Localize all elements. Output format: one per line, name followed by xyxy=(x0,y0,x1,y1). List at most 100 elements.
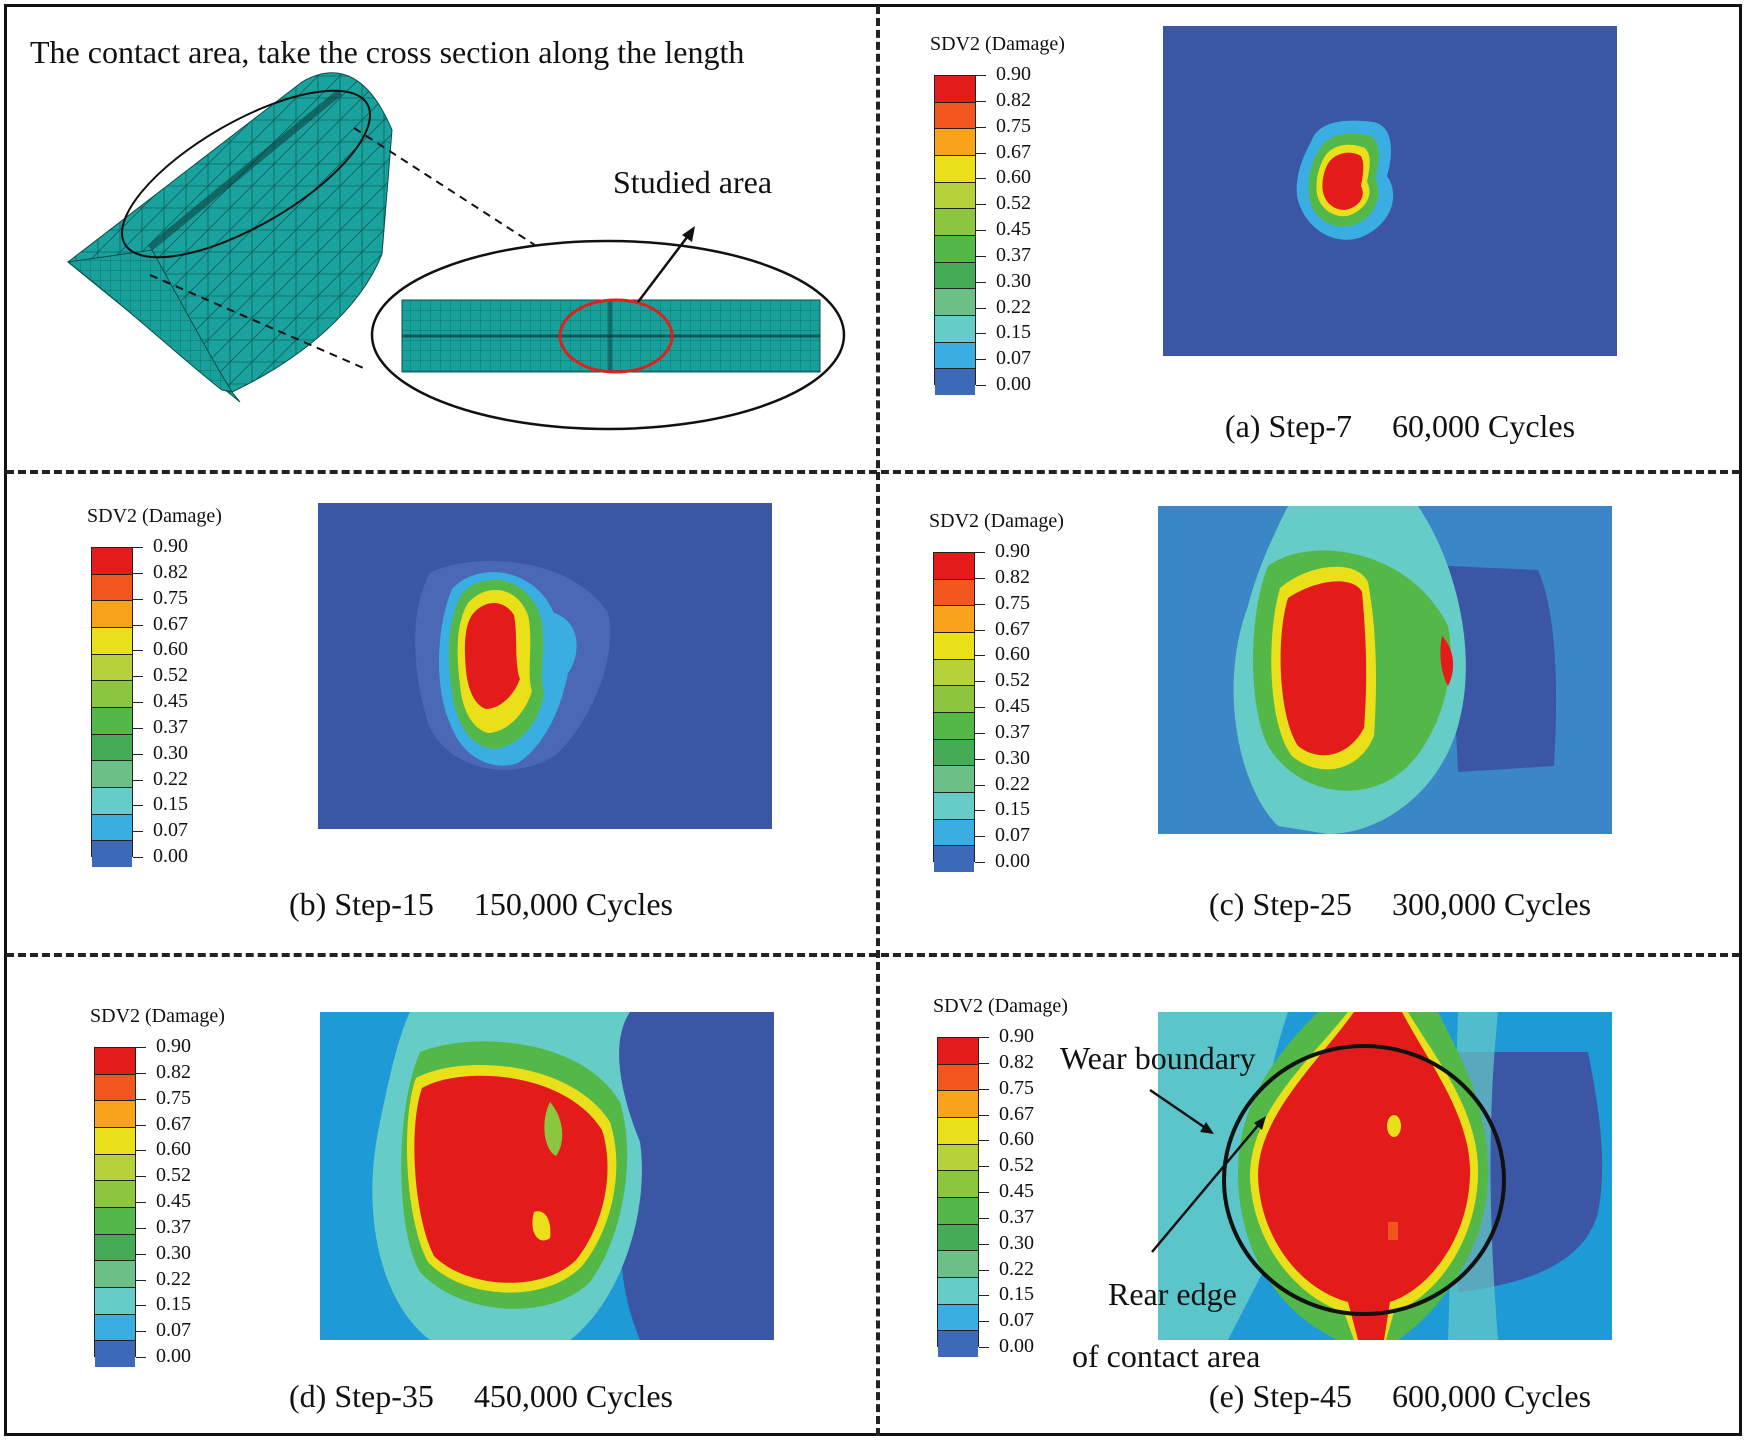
legend-tick-mark xyxy=(136,1253,146,1255)
legend-tick-label: 0.90 xyxy=(995,540,1030,562)
legend-swatch xyxy=(95,1048,135,1074)
annotation-arrows xyxy=(1149,1088,1266,1253)
legend-tick-mark xyxy=(136,1279,146,1281)
legend-swatch xyxy=(934,765,974,792)
panel-a: SDV2 (Damage) 0.90 0.82 0.75 0.67 0.60 0.52 0.… xyxy=(882,10,1738,465)
legend-tick-mark xyxy=(975,784,985,786)
legend-tick-label: 0.60 xyxy=(153,638,188,661)
model-illustration xyxy=(66,72,846,431)
legend-swatch xyxy=(95,1313,135,1341)
legend-tick-label: 0.45 xyxy=(153,690,188,712)
legend-tick-label: 0.82 xyxy=(995,565,1030,588)
legend-tick-label: 0.45 xyxy=(996,218,1031,240)
studied-area-arrow xyxy=(637,231,692,303)
legend-tick-mark xyxy=(136,1357,146,1358)
legend-tick-label: 0.90 xyxy=(156,1035,191,1057)
legend-colorbar xyxy=(934,75,976,395)
legend-tick-label: 0.60 xyxy=(995,643,1030,666)
legend-tick-mark xyxy=(976,126,986,128)
legend-swatch xyxy=(938,1116,978,1144)
legend-tick-mark xyxy=(133,805,143,807)
legend-tick-mark xyxy=(136,1047,146,1048)
row-divider-2 xyxy=(6,953,1740,957)
legend-swatch xyxy=(95,1206,135,1234)
legend-tick-mark xyxy=(133,702,143,703)
legend-tick-label: 0.07 xyxy=(995,824,1030,847)
overview-panel: The contact area, take the cross section… xyxy=(10,10,872,465)
legend-tick-label: 0.15 xyxy=(999,1283,1034,1306)
legend-swatch xyxy=(938,1143,978,1171)
contact-area-ellipse xyxy=(120,89,371,259)
legend-title: SDV2 (Damage) xyxy=(87,505,222,527)
legend-tick-mark xyxy=(976,152,986,154)
legend-tick-mark xyxy=(136,1098,146,1100)
figure-frame xyxy=(4,4,1742,1436)
legend-tick-label: 0.22 xyxy=(995,772,1030,795)
legend-colorbar xyxy=(91,547,133,867)
legend-swatch xyxy=(95,1233,135,1261)
legend-tick-mark xyxy=(975,655,985,657)
zoom-line-top xyxy=(353,127,559,261)
legend-tick-mark xyxy=(976,333,986,335)
legend-swatch xyxy=(938,1090,978,1117)
legend-tick-mark xyxy=(976,255,986,257)
legend-tick-label: 0.15 xyxy=(996,321,1031,344)
legend-tick-label: 0.30 xyxy=(996,269,1031,292)
legend-tick-label: 0.52 xyxy=(153,664,188,687)
legend-tick-label: 0.37 xyxy=(996,243,1031,266)
legend-colorbar xyxy=(933,552,975,872)
legend-swatch xyxy=(92,680,132,707)
legend-tick-label: 0.67 xyxy=(153,612,188,635)
legend-tick-label: 0.37 xyxy=(999,1205,1034,1228)
legend-swatch xyxy=(934,738,974,766)
legend-tick-mark xyxy=(979,1269,989,1271)
legend-tick-label: 0.75 xyxy=(995,591,1030,614)
legend-tick-label: 0.30 xyxy=(999,1231,1034,1254)
legend-swatch xyxy=(935,288,975,315)
legend-tick-label: 0.82 xyxy=(153,560,188,583)
legend-tick-label: 0.00 xyxy=(999,1335,1034,1357)
legend-tick-mark xyxy=(133,779,143,781)
legend-tick-label: 0.90 xyxy=(999,1025,1034,1047)
legend-swatch xyxy=(935,76,975,102)
damage-legend: SDV2 (Damage) 0.90 0.82 0.75 0.67 0.60 0.52 0.… xyxy=(930,33,1120,413)
legend-tick-label: 0.75 xyxy=(999,1076,1034,1099)
legend-tick-mark xyxy=(979,1192,989,1193)
legend-tick-mark xyxy=(979,1321,989,1323)
legend-swatch xyxy=(95,1286,135,1314)
legend-tick-mark xyxy=(976,307,986,309)
damage-legend: SDV2 (Damage) 0.90 0.82 0.75 0.67 0.60 0.52 0.… xyxy=(87,505,277,885)
legend-swatch xyxy=(935,208,975,235)
rear-edge-label: Rear edge xyxy=(1108,1276,1237,1312)
legend-tick-label: 0.67 xyxy=(996,140,1031,163)
legend-tick-label: 0.90 xyxy=(153,535,188,557)
legend-tick-mark xyxy=(133,727,143,729)
legend-tick-mark xyxy=(976,281,986,283)
legend-title: SDV2 (Damage) xyxy=(933,995,1068,1017)
legend-swatch xyxy=(95,1126,135,1154)
legend-tick-mark xyxy=(976,75,986,76)
legend-tick-label: 0.07 xyxy=(156,1319,191,1342)
legend-swatch xyxy=(92,573,132,601)
legend-swatch xyxy=(95,1180,135,1207)
legend-colorbar xyxy=(937,1037,979,1357)
legend-swatch xyxy=(95,1073,135,1101)
legend-swatch xyxy=(938,1196,978,1224)
overview-title: The contact area, take the cross section… xyxy=(30,34,745,70)
legend-tick-mark xyxy=(136,1124,146,1126)
legend-tick-mark xyxy=(975,862,985,863)
legend-tick-mark xyxy=(136,1176,146,1178)
legend-tick-label: 0.60 xyxy=(999,1128,1034,1151)
legend-tick-mark xyxy=(976,100,986,102)
damage-contour-c xyxy=(1158,506,1612,834)
legend-swatch xyxy=(938,1303,978,1331)
legend-tick-label: 0.37 xyxy=(995,720,1030,743)
legend-swatch xyxy=(938,1276,978,1304)
legend-tick-label: 0.00 xyxy=(995,850,1030,872)
legend-tick-label: 0.82 xyxy=(999,1050,1034,1073)
legend-swatch xyxy=(938,1038,978,1064)
legend-tick-mark xyxy=(979,1166,989,1168)
legend-tick-label: 0.45 xyxy=(156,1190,191,1212)
legend-tick-label: 0.22 xyxy=(153,767,188,790)
legend-swatch xyxy=(92,733,132,761)
